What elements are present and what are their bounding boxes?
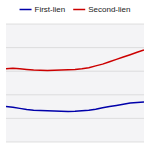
grid-line: [6, 24, 144, 25]
grid-line: [6, 142, 144, 143]
series-line: [6, 102, 144, 112]
grid-line: [6, 94, 144, 95]
legend-handle: [20, 9, 32, 11]
chart: First-lien Second-lien: [0, 0, 150, 150]
series-line: [6, 50, 144, 71]
grid-line: [6, 47, 144, 48]
legend: First-lien Second-lien: [20, 5, 131, 14]
grid-line: [6, 71, 144, 72]
grid-line: [6, 118, 144, 119]
plot-area: [6, 24, 144, 142]
series-group: [6, 50, 144, 112]
grid: [6, 24, 144, 142]
legend-label: First-lien: [35, 5, 66, 14]
legend-handle: [73, 9, 85, 11]
legend-label: Second-lien: [88, 5, 130, 14]
